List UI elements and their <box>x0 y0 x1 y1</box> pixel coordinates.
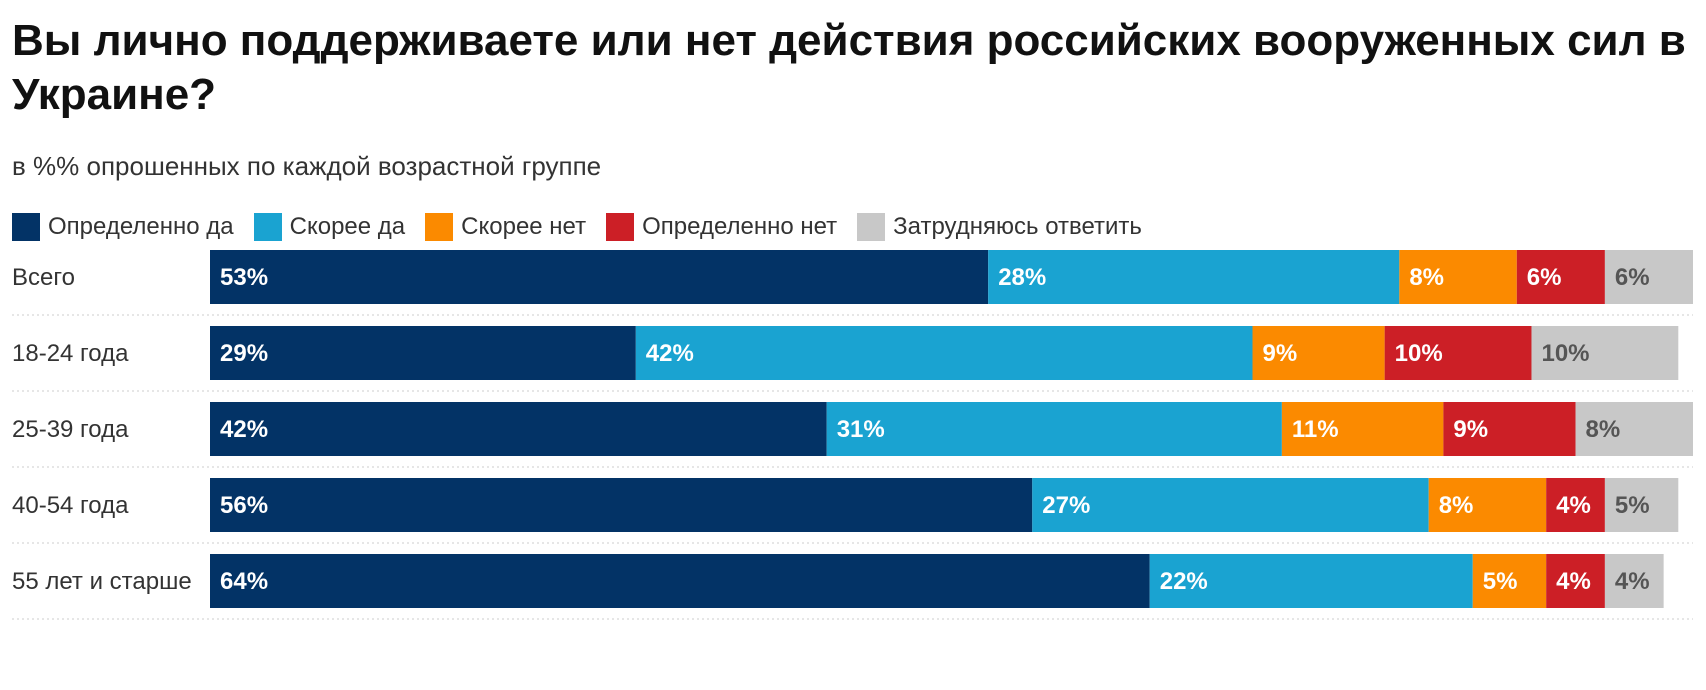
chart-title: Вы лично поддерживаете или нет действия … <box>12 16 1686 119</box>
data-label: 9% <box>1263 340 1298 367</box>
legend-label: Скорее нет <box>461 213 587 240</box>
data-label: 5% <box>1483 568 1518 595</box>
data-label: 10% <box>1541 340 1589 367</box>
data-label: 4% <box>1615 568 1650 595</box>
bar-segment <box>210 326 636 380</box>
category-label: Всего <box>12 264 75 291</box>
legend-label: Определенно нет <box>642 213 838 240</box>
category-label: 18-24 года <box>12 340 129 367</box>
legend-swatch <box>606 213 635 241</box>
bar-segment <box>1516 250 1605 304</box>
chart-subtitle: в %% опрошенных по каждой возрастной гру… <box>12 151 602 181</box>
bar-segment <box>1281 402 1444 456</box>
legend-label: Затрудняюсь ответить <box>893 213 1142 240</box>
data-label: 8% <box>1409 264 1444 291</box>
data-label: 22% <box>1160 568 1208 595</box>
data-label: 9% <box>1453 416 1488 443</box>
legend-item: Скорее нет <box>425 213 586 241</box>
legend-item: Определенно да <box>12 213 234 241</box>
data-label: 11% <box>1292 416 1339 443</box>
data-label: 6% <box>1615 264 1650 291</box>
bar-segment <box>1546 478 1605 532</box>
data-label: 5% <box>1615 492 1650 519</box>
bar-segment <box>1428 478 1547 532</box>
bar-segment <box>1531 326 1679 380</box>
bar-segment <box>1472 554 1547 608</box>
bar-segment <box>210 250 989 304</box>
data-label: 8% <box>1586 416 1621 443</box>
data-label: 53% <box>220 264 268 291</box>
legend-item: Скорее да <box>253 213 406 241</box>
category-label: 55 лет и старше <box>12 568 192 595</box>
data-label: 10% <box>1395 340 1443 367</box>
bar-segment <box>1149 554 1473 608</box>
bar-segment <box>210 478 1033 532</box>
data-label: 6% <box>1527 264 1562 291</box>
bar-segment <box>210 402 827 456</box>
data-label: 4% <box>1556 492 1591 519</box>
bar-segment <box>1575 402 1693 456</box>
data-label: 64% <box>220 568 268 595</box>
bar-segment <box>1604 554 1664 608</box>
bar-segment <box>1252 326 1385 380</box>
legend-item: Определенно нет <box>606 213 837 241</box>
data-label: 31% <box>837 416 885 443</box>
legend-swatch <box>12 213 40 241</box>
chart-legend: Определенно да Скорее да Скорее нет Определ… <box>12 212 1162 242</box>
bar-segment <box>210 554 1150 608</box>
bar-segment <box>1604 478 1679 532</box>
data-label: 29% <box>220 340 268 367</box>
legend-item: Затрудняюсь ответить <box>857 213 1142 241</box>
category-label: 25-39 года <box>12 416 129 443</box>
data-label: 56% <box>220 492 268 519</box>
bar-segment <box>1399 250 1517 304</box>
bar-segment <box>1032 478 1429 532</box>
legend-label: Определенно да <box>48 213 234 240</box>
bar-segment <box>988 250 1400 304</box>
bar-segment <box>826 402 1282 456</box>
legend-swatch <box>857 213 886 241</box>
data-label: 27% <box>1042 492 1090 519</box>
legend-swatch <box>253 213 282 241</box>
bar-segment <box>1546 554 1605 608</box>
bar-segment <box>1384 326 1532 380</box>
data-label: 28% <box>998 264 1046 291</box>
bar-segment <box>1443 402 1576 456</box>
bar-segment <box>1604 250 1693 304</box>
legend-label: Скорее да <box>289 213 406 240</box>
data-label: 42% <box>646 340 694 367</box>
bar-segment <box>635 326 1253 380</box>
legend-swatch <box>425 213 454 241</box>
category-label: 40-54 года <box>12 492 129 519</box>
data-label: 42% <box>220 416 268 443</box>
data-label: 4% <box>1556 568 1591 595</box>
data-label: 8% <box>1439 492 1474 519</box>
